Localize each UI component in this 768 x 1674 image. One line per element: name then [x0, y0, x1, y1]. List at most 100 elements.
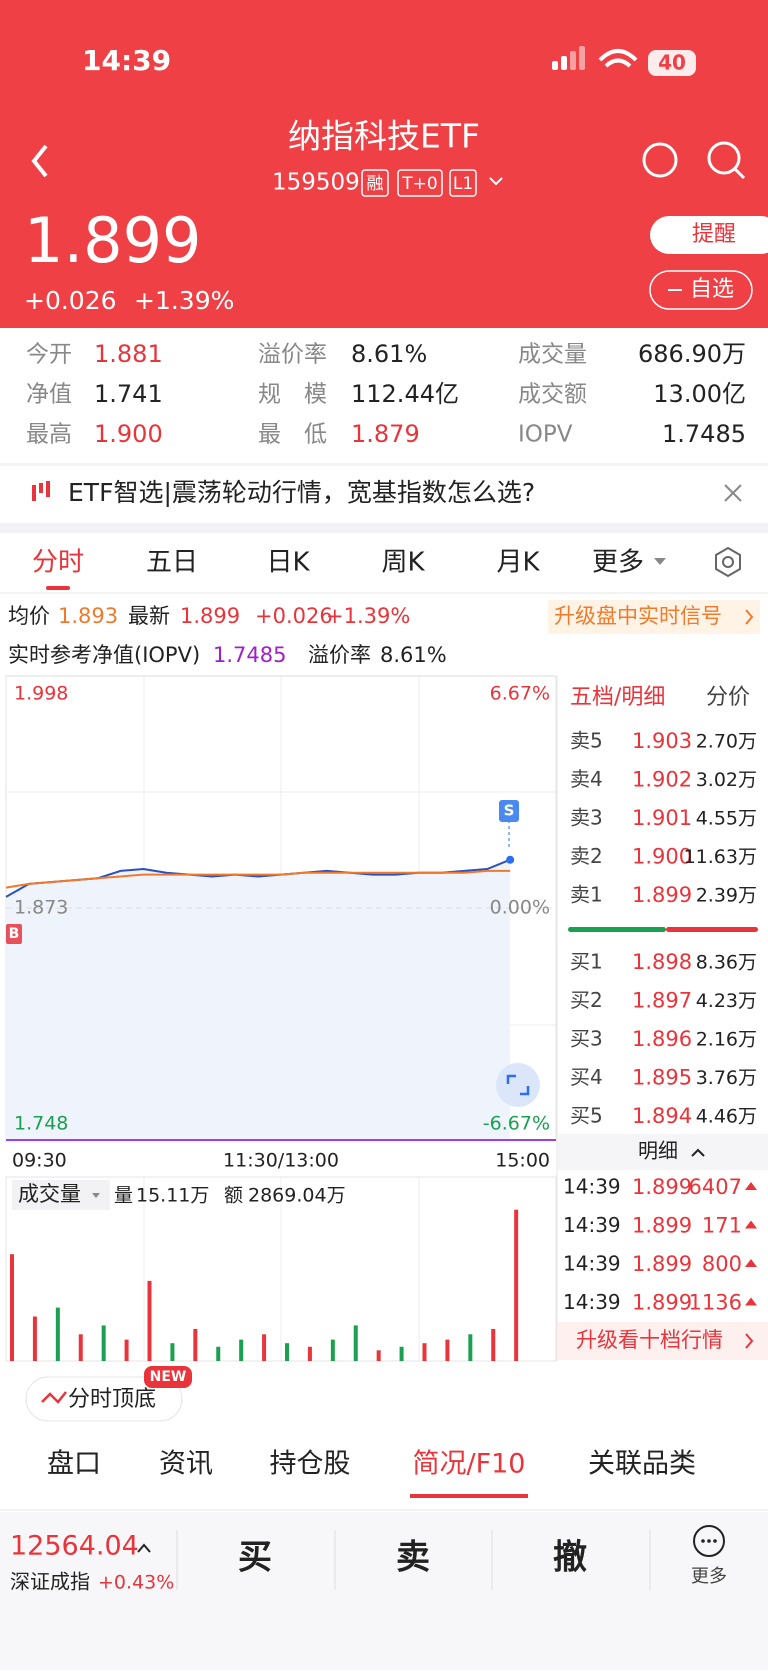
bottom-tab[interactable]: 关联品类	[588, 1449, 696, 1480]
trade-time: 14:39	[563, 1290, 621, 1314]
book-volume: 4.46万	[696, 1106, 757, 1128]
book-tab[interactable]: 五档/明细	[570, 685, 665, 710]
status-time: 14:39	[82, 44, 171, 77]
bottom-tab[interactable]: 持仓股	[270, 1449, 351, 1480]
bottom-tab[interactable]: 资讯	[159, 1449, 213, 1480]
trade-up	[745, 1182, 757, 1190]
tab[interactable]: 五日	[146, 548, 198, 578]
y-tick-label: 1.873	[14, 897, 68, 919]
remind-button[interactable]	[650, 216, 768, 254]
tab[interactable]: 日K	[266, 548, 310, 578]
book-label: 卖1	[570, 883, 603, 907]
book-volume: 4.23万	[696, 990, 757, 1012]
tab[interactable]: 分时	[32, 548, 84, 578]
volume-dropdown	[92, 1193, 100, 1198]
volume-bar	[399, 1346, 404, 1361]
trade-up	[745, 1220, 757, 1229]
book-label: 买3	[570, 1027, 603, 1051]
index-change: +0.43%	[98, 1572, 174, 1594]
book-price: 1.900	[632, 845, 692, 869]
volume-bar	[55, 1307, 60, 1361]
back-button[interactable]	[31, 144, 48, 178]
volume-bar	[468, 1334, 473, 1361]
signal-bar	[552, 61, 558, 70]
y2-tick-label: 0.00%	[490, 897, 550, 919]
y-tick-label: 1.998	[14, 683, 68, 705]
more-dot	[707, 1539, 711, 1543]
signal-box[interactable]	[548, 600, 760, 634]
tab[interactable]: 周K	[381, 548, 425, 578]
stat-label: 成交量	[518, 342, 587, 368]
book-price: 1.903	[632, 729, 692, 753]
more-label[interactable]: 更多	[691, 1566, 727, 1587]
zoom-button[interactable]	[496, 1063, 540, 1107]
action-button[interactable]: 撤	[553, 1538, 587, 1578]
info-iopv: 1.7485	[213, 643, 286, 667]
trade-price: 1.899	[632, 1175, 692, 1199]
upgrade-bg[interactable]	[558, 1322, 768, 1360]
book-volume: 4.55万	[696, 808, 757, 830]
stat-value: 686.90万	[638, 340, 746, 368]
volume-text: 量	[114, 1185, 133, 1207]
refresh-icon[interactable]	[642, 142, 678, 178]
buy-marker-label: B	[9, 926, 20, 942]
stat-value: 1.881	[94, 340, 163, 368]
more-icon[interactable]	[693, 1525, 725, 1557]
close-icon[interactable]	[724, 484, 742, 502]
detail-bg	[558, 1134, 768, 1170]
x-tick-label: 15:00	[495, 1150, 550, 1172]
signal-arrow	[745, 609, 754, 625]
remind-label[interactable]: 提醒	[692, 222, 736, 247]
volume-bar	[193, 1328, 198, 1361]
stat-label: 最高	[26, 422, 72, 448]
volume-bar	[307, 1346, 312, 1361]
trade-volume: 171	[702, 1214, 742, 1238]
bottom-tab[interactable]: 盘口	[47, 1449, 101, 1480]
volume-bar	[422, 1343, 427, 1361]
signal-bar	[561, 56, 567, 70]
trade-time: 14:39	[563, 1252, 621, 1276]
badge-box	[361, 169, 389, 197]
volume-bar	[330, 1339, 335, 1361]
trade-volume: 6407	[689, 1175, 742, 1199]
book-price: 1.897	[632, 989, 692, 1013]
detail-label[interactable]: 明细	[638, 1139, 678, 1163]
signal-link[interactable]: 升级盘中实时信号	[554, 604, 722, 628]
settings-icon[interactable]	[715, 546, 741, 578]
banner-text[interactable]: ETF智选|震荡轮动行情，宽基指数怎么选?	[68, 478, 535, 507]
action-button[interactable]: 买	[238, 1538, 272, 1578]
settings-dot	[722, 556, 734, 568]
stat-value: 1.879	[351, 420, 420, 448]
buy-marker	[6, 924, 22, 944]
volume-label[interactable]: 成交量	[18, 1182, 81, 1206]
upgrade-link[interactable]: 升级看十档行情	[576, 1328, 723, 1352]
book-tab[interactable]: 分价	[706, 685, 750, 710]
info-avg: 1.893	[58, 604, 118, 628]
header-bg	[0, 0, 768, 328]
tab[interactable]: 月K	[496, 548, 540, 578]
more-dot	[713, 1539, 717, 1543]
bottom-tab[interactable]: 简况/F10	[413, 1449, 526, 1480]
search-handle	[733, 167, 746, 180]
stat-value: 8.61%	[351, 340, 427, 368]
feature-label[interactable]: 分时顶底	[68, 1387, 156, 1412]
book-label: 买2	[570, 988, 603, 1012]
feature-icon	[41, 1391, 67, 1404]
book-label: 买1	[570, 950, 603, 974]
separator	[0, 463, 768, 466]
banner-icon	[39, 483, 43, 493]
feature-button[interactable]	[25, 1376, 183, 1422]
search-icon[interactable]	[707, 141, 741, 175]
action-button[interactable]: 卖	[396, 1538, 430, 1578]
amount-value: 2869.04万	[248, 1185, 346, 1207]
index-chevron	[137, 1543, 151, 1553]
tab[interactable]: 更多	[592, 548, 644, 578]
code: 159509	[272, 170, 360, 196]
book-volume: 11.63万	[684, 846, 757, 868]
info-avg_label: 均价	[8, 604, 50, 628]
watchlist-label[interactable]: 自选	[690, 277, 734, 302]
volume-bar	[491, 1328, 496, 1361]
index-value[interactable]: 12564.04	[10, 1531, 139, 1562]
watchlist-button[interactable]	[649, 270, 753, 310]
new-badge	[144, 1366, 192, 1388]
